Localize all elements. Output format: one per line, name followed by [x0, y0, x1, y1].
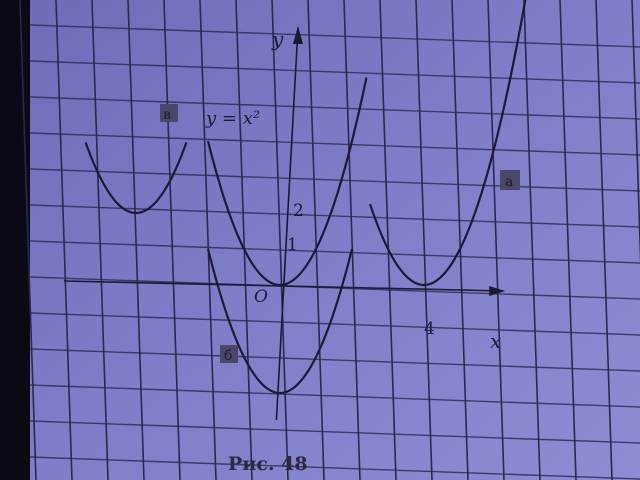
y-tick-label: 1	[287, 235, 298, 255]
grid-line-vertical	[91, 0, 109, 480]
grid-line-horizontal	[29, 276, 640, 300]
axes	[63, 26, 506, 421]
grid-line-horizontal	[29, 168, 640, 192]
label-box-b	[220, 345, 238, 363]
y-axis	[275, 27, 299, 421]
grid-line-horizontal	[29, 24, 640, 48]
grid-line-horizontal	[29, 420, 640, 444]
label-box-v	[160, 104, 178, 122]
grid-line-vertical	[487, 0, 505, 480]
grid-line-vertical	[163, 0, 181, 480]
x-tick-label: 4	[424, 319, 435, 339]
parabola-curve	[368, 0, 527, 287]
figure-caption: Рис. 48	[228, 453, 308, 475]
grid-line-horizontal	[29, 204, 640, 228]
parabola-curve	[206, 248, 354, 395]
grid-line-vertical	[451, 0, 469, 480]
panel-label-v: в	[163, 107, 171, 123]
grid-line-vertical	[199, 0, 217, 480]
equation-label: y = x²	[205, 108, 260, 129]
grid-line-vertical	[343, 0, 361, 480]
grid-line-vertical	[271, 0, 289, 480]
grid-line-vertical	[631, 0, 640, 265]
grid-line-horizontal	[29, 456, 640, 480]
curves	[84, 0, 527, 395]
grid-line-vertical	[55, 0, 73, 480]
grid-line-horizontal	[29, 96, 640, 120]
grid-line-horizontal	[29, 132, 640, 156]
grid-line-horizontal	[29, 384, 640, 408]
y-axis-arrow	[293, 26, 303, 44]
grid-line-vertical	[235, 0, 253, 480]
grid-line-vertical	[127, 0, 145, 480]
grid-line-horizontal	[29, 60, 640, 84]
grid-line-horizontal	[29, 312, 640, 336]
panel-label-a: а	[505, 174, 513, 190]
grid-line-vertical	[595, 0, 613, 480]
grid-line-vertical	[523, 0, 541, 480]
label-box-a	[500, 170, 520, 190]
y-tick-label: 2	[293, 201, 304, 221]
grid-line-vertical	[307, 0, 325, 480]
grid-line-horizontal	[29, 348, 640, 372]
x-axis	[63, 280, 504, 292]
labels: y x O 4 1 2 y = x² в а б Рис. 48	[160, 27, 520, 475]
parabola-curve	[84, 142, 188, 215]
origin-label: O	[254, 287, 268, 307]
x-axis-label: x	[490, 329, 501, 353]
x-axis-arrow	[489, 286, 506, 296]
y-axis-label: y	[271, 27, 284, 51]
panel-label-b: б	[224, 348, 232, 364]
grid-line-horizontal	[29, 240, 640, 264]
grid-line-vertical	[379, 0, 397, 480]
parabola-curve	[206, 77, 368, 287]
grid	[19, 0, 640, 480]
grid-line-vertical	[19, 0, 37, 480]
